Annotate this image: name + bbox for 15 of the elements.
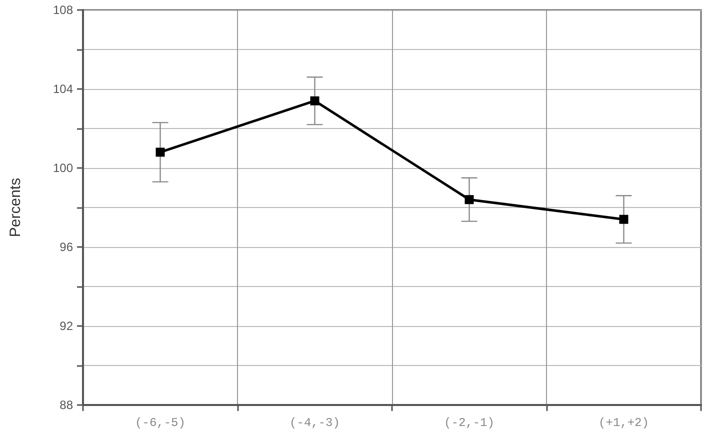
point xyxy=(464,195,474,204)
x-tick-label: (-6,-5) xyxy=(135,416,186,430)
y-tick-label: 100 xyxy=(52,161,74,175)
x-tick-label: (-4,-3) xyxy=(290,416,340,430)
y-tick-label: 96 xyxy=(60,240,74,254)
x-tick-label: (+1,+2) xyxy=(598,416,649,430)
y-tick-label: 104 xyxy=(52,82,74,96)
point xyxy=(310,96,320,106)
y-axis-title: Percents xyxy=(7,178,24,238)
y-tick-label: 88 xyxy=(60,398,74,412)
x-tick-label: (-2,-1) xyxy=(444,416,494,430)
point xyxy=(156,148,165,157)
y-tick-label: 108 xyxy=(52,3,74,17)
y-tick-label: 92 xyxy=(60,319,74,333)
point xyxy=(619,214,628,224)
